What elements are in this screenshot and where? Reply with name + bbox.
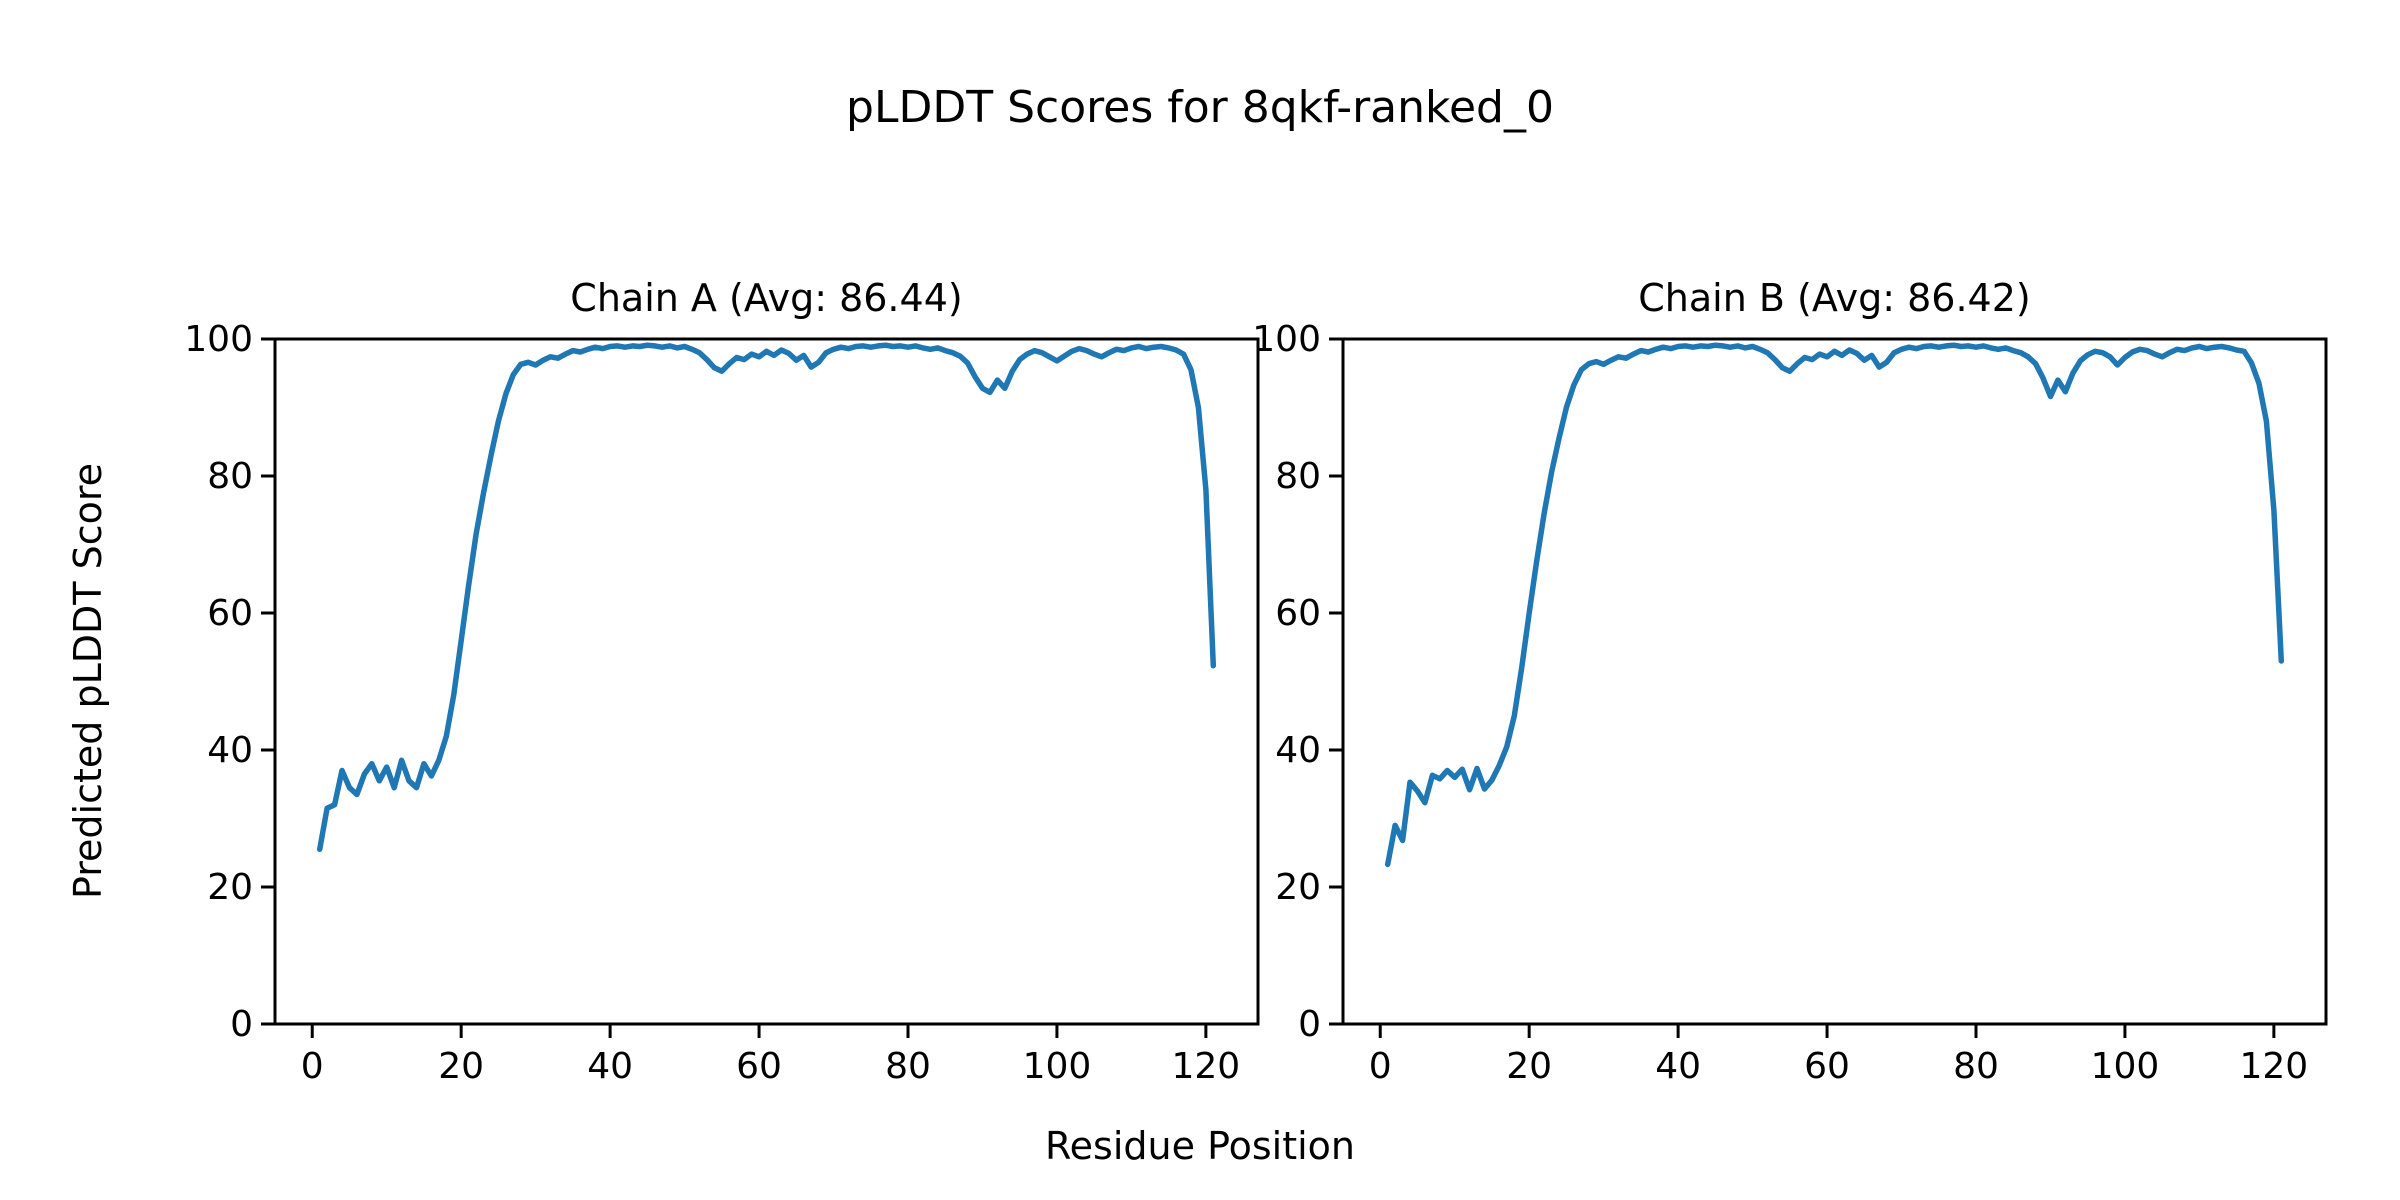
- chain-b-axes: 0 20 40 60 80 100 120 0 20 40 60 80 100: [1252, 319, 2328, 1087]
- chain-b-plddt-line: [1384, 342, 2285, 868]
- x-tick-label: 40: [1655, 1046, 1701, 1087]
- x-tick-label: 120: [1172, 1046, 1241, 1087]
- y-tick-label: 20: [1275, 867, 1321, 908]
- y-tick-label: 80: [207, 456, 253, 497]
- x-tick-label: 0: [1369, 1046, 1392, 1087]
- y-tick-label: 20: [207, 867, 253, 908]
- x-tick-label: 20: [438, 1046, 484, 1087]
- y-tick-label: 0: [230, 1004, 253, 1045]
- x-tick-label: 100: [2091, 1046, 2160, 1087]
- x-tick-label: 100: [1023, 1046, 1092, 1087]
- x-tick-label: 60: [1804, 1046, 1850, 1087]
- y-tick-label: 100: [1252, 319, 1321, 360]
- axes-box: [273, 337, 1260, 1026]
- chain-a-subplot-title: Chain A (Avg: 86.44): [570, 276, 963, 320]
- chain-b-subplot-title: Chain B (Avg: 86.42): [1638, 276, 2031, 320]
- x-tick-label: 80: [1953, 1046, 1999, 1087]
- chain-a-plddt-line: [316, 342, 1217, 853]
- x-tick-label: 40: [587, 1046, 633, 1087]
- x-tick-label: 120: [2240, 1046, 2309, 1087]
- y-tick-label: 40: [1275, 730, 1321, 771]
- y-tick-label: 60: [207, 593, 253, 634]
- y-tick-label: 60: [1275, 593, 1321, 634]
- figure-title: pLDDT Scores for 8qkf-ranked_0: [846, 82, 1554, 133]
- x-axis-label: Residue Position: [1044, 1124, 1356, 1168]
- chain-a-axes: 0 20 40 60 80 100 120 0 20 40 60 80 100: [184, 319, 1260, 1087]
- y-tick-label: 40: [207, 730, 253, 771]
- y-tick-label: 80: [1275, 456, 1321, 497]
- y-tick-label: 100: [184, 319, 253, 360]
- x-tick-label: 20: [1506, 1046, 1552, 1087]
- x-tick-label: 0: [301, 1046, 324, 1087]
- y-tick-label: 0: [1298, 1004, 1321, 1045]
- axes-box: [1341, 337, 2328, 1026]
- x-tick-label: 80: [885, 1046, 931, 1087]
- x-tick-label: 60: [736, 1046, 782, 1087]
